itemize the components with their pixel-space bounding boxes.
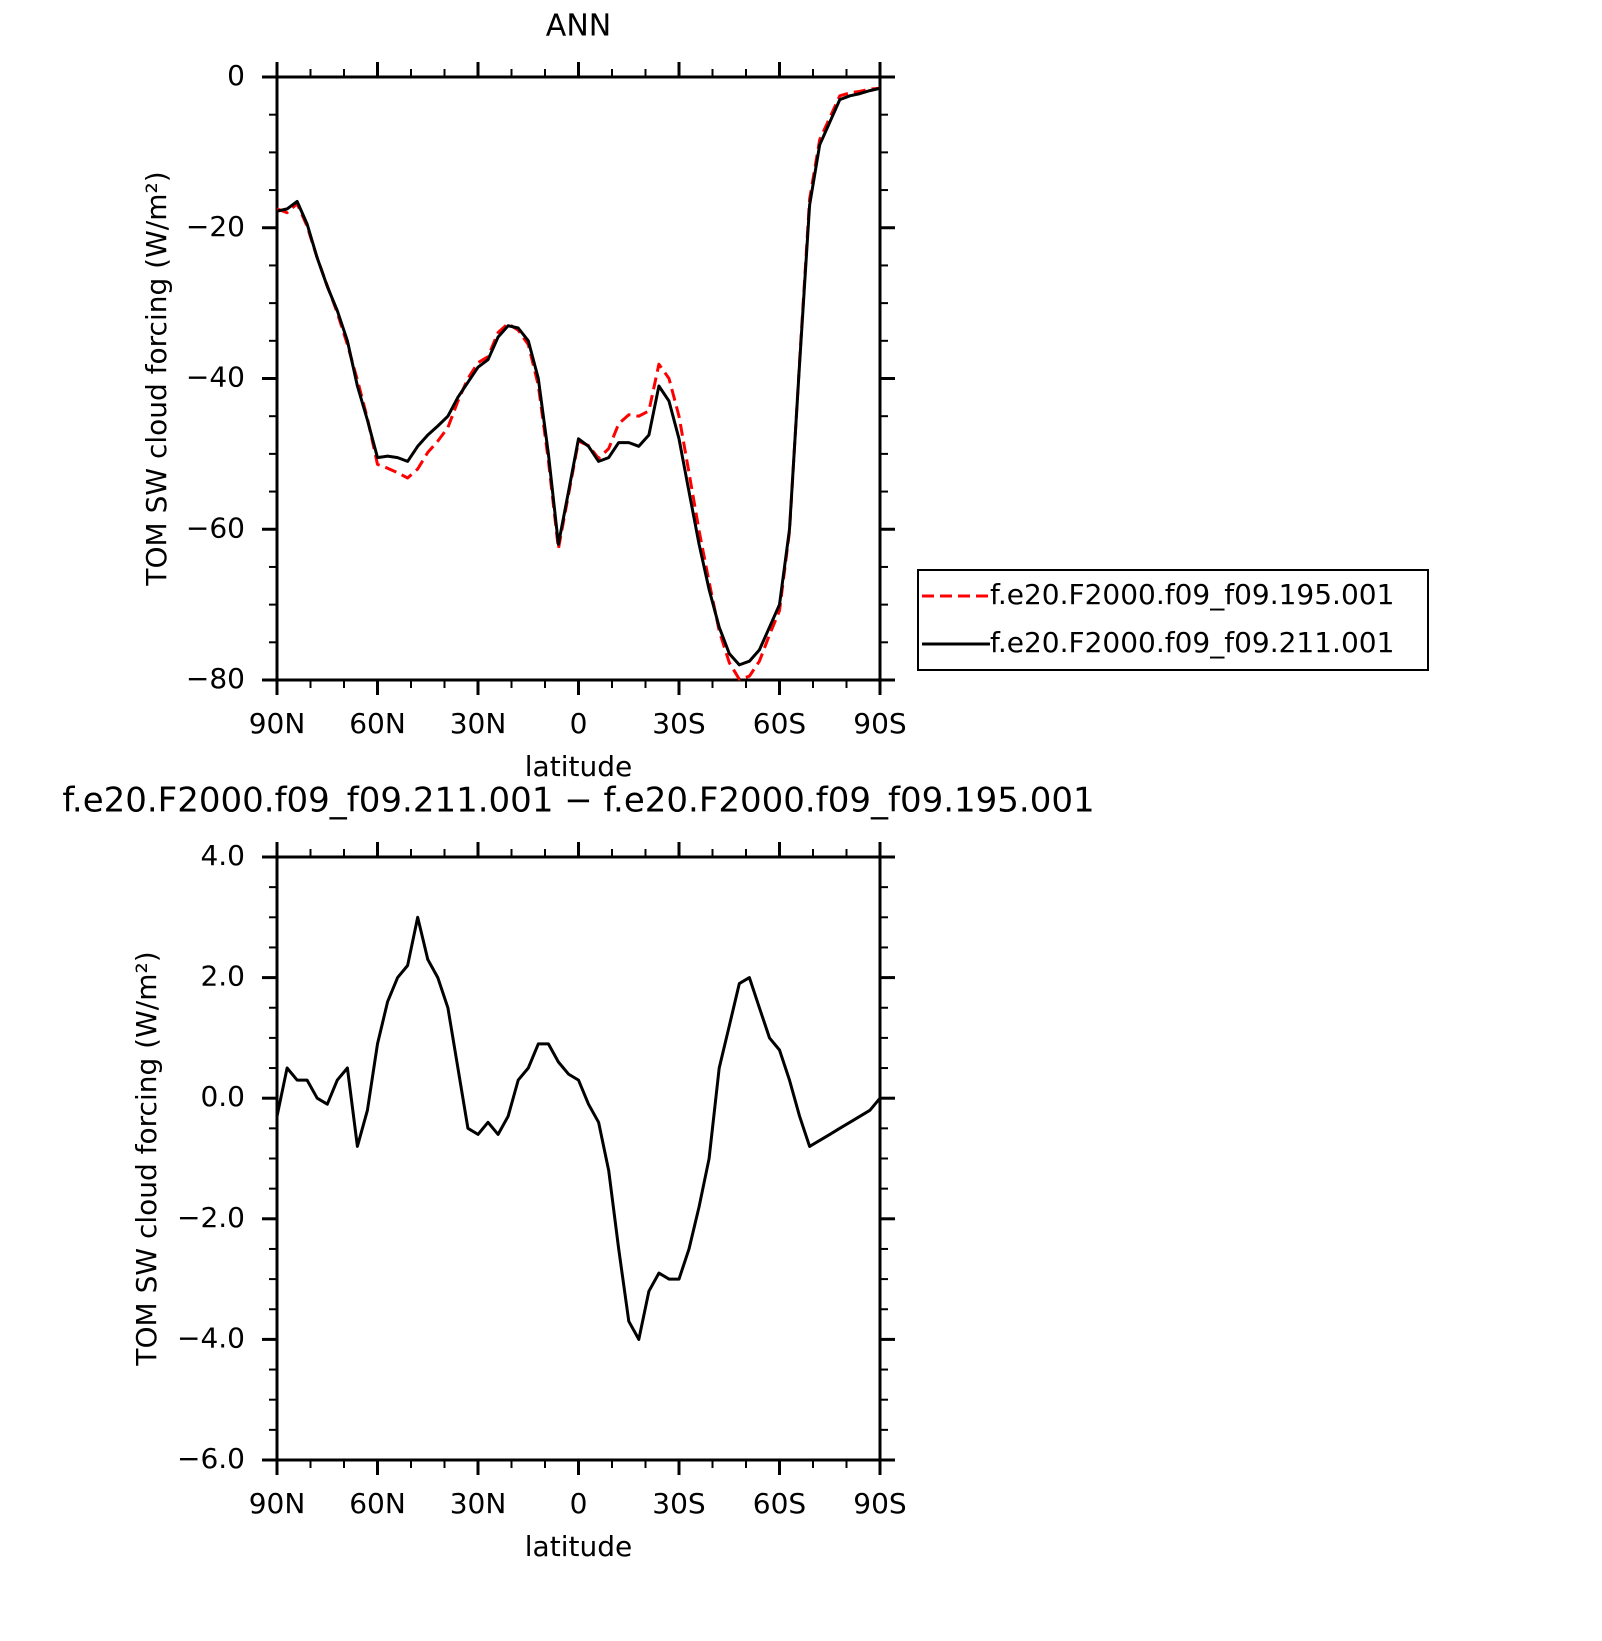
legend-label: f.e20.F2000.f09_f09.195.001	[990, 578, 1394, 611]
legend-box	[917, 569, 1429, 671]
y-axis-label: TOM SW cloud forcing (W/m²)	[130, 951, 163, 1366]
y-tick-label: −6.0	[177, 1442, 245, 1475]
y-tick-label: 0.0	[200, 1080, 245, 1113]
y-tick-label: 0	[227, 59, 245, 92]
y-tick-label: −20	[186, 210, 245, 243]
x-tick-label: 60S	[753, 707, 806, 740]
y-tick-label: 2.0	[200, 960, 245, 993]
x-tick-label: 90N	[249, 707, 306, 740]
y-tick-label: −80	[186, 662, 245, 695]
y-tick-label: −2.0	[177, 1201, 245, 1234]
x-tick-label: 30S	[652, 707, 705, 740]
data-line	[276, 86, 881, 681]
x-axis-label: latitude	[525, 1530, 632, 1563]
x-tick-label: 30N	[450, 1487, 507, 1520]
x-tick-label: 0	[570, 1487, 588, 1520]
y-tick-label: −60	[186, 511, 245, 544]
y-tick-label: −4.0	[177, 1321, 245, 1354]
x-tick-label: 60N	[349, 707, 406, 740]
chart-title: f.e20.F2000.f09_f09.211.001 − f.e20.F200…	[62, 781, 1094, 821]
data-line	[275, 915, 882, 1341]
x-tick-label: 90S	[853, 707, 906, 740]
x-tick-label: 30N	[450, 707, 507, 740]
x-tick-label: 90S	[853, 1487, 906, 1520]
y-tick-label: −40	[186, 361, 245, 394]
legend-label: f.e20.F2000.f09_f09.211.001	[990, 626, 1394, 659]
y-tick-label: 4.0	[200, 839, 245, 872]
plot-frame	[275, 75, 882, 682]
plot-frame	[275, 855, 882, 1462]
x-tick-label: 0	[570, 707, 588, 740]
x-axis-label: latitude	[525, 750, 632, 783]
y-axis-label: TOM SW cloud forcing (W/m²)	[140, 171, 173, 586]
x-tick-label: 30S	[652, 1487, 705, 1520]
data-line	[276, 86, 881, 667]
x-tick-label: 60N	[349, 1487, 406, 1520]
x-tick-label: 90N	[249, 1487, 306, 1520]
chart-title: ANN	[546, 9, 611, 44]
x-tick-label: 60S	[753, 1487, 806, 1520]
